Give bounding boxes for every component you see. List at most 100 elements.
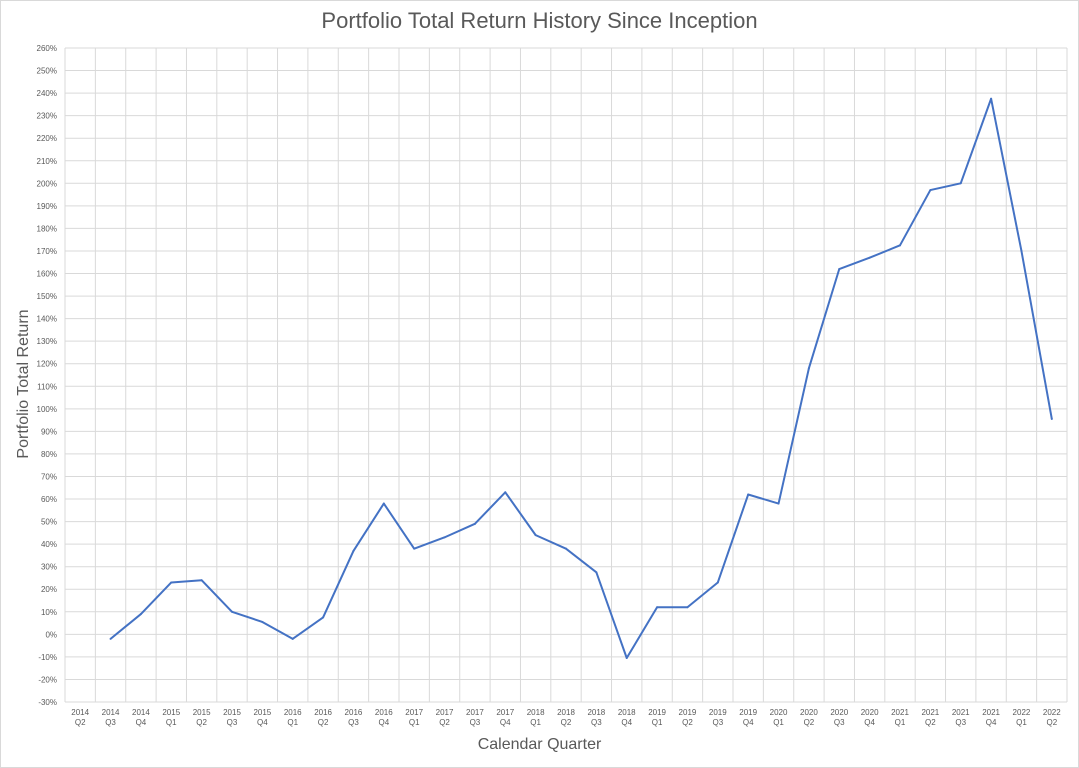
y-tick-label: 120% (37, 360, 57, 369)
y-tick-label: 260% (37, 44, 57, 53)
x-tick-label: 2018 Q1 (527, 708, 545, 727)
data-point (504, 491, 507, 494)
data-point (170, 581, 173, 584)
data-point (899, 244, 901, 247)
y-tick-label: 170% (37, 247, 57, 256)
x-tick-label: 2016 Q1 (284, 708, 302, 727)
data-point (959, 182, 962, 185)
data-point (139, 613, 142, 616)
x-tick-label: 2016 Q3 (345, 708, 363, 727)
y-tick-label: 220% (37, 134, 57, 143)
y-tick-label: 110% (37, 382, 57, 391)
x-tick-label: 2014 Q2 (71, 708, 89, 727)
x-tick-label: 2017 Q3 (466, 708, 484, 727)
x-tick-label: 2016 Q2 (314, 708, 332, 727)
y-tick-label: 20% (41, 585, 57, 594)
chart-title: Portfolio Total Return History Since Inc… (321, 8, 758, 33)
y-tick-label: 230% (37, 112, 57, 121)
y-tick-label: 240% (37, 89, 57, 98)
x-tick-label: 2017 Q1 (405, 708, 423, 727)
x-tick-label: 2016 Q4 (375, 708, 393, 727)
data-point (261, 620, 264, 623)
y-tick-label: 210% (37, 157, 57, 166)
data-point (838, 268, 841, 271)
series-line (109, 97, 1053, 660)
x-tick-label: 2021 Q3 (952, 708, 970, 727)
x-tick-label: 2017 Q4 (496, 708, 514, 727)
x-tick-label: 2014 Q4 (132, 708, 150, 727)
data-point (443, 536, 446, 539)
data-point (291, 637, 294, 640)
x-axis-title: Calendar Quarter (477, 736, 602, 753)
data-point (352, 549, 355, 552)
x-tick-label: 2015 Q2 (193, 708, 211, 727)
y-tick-label: 80% (41, 450, 57, 459)
data-point (565, 547, 567, 550)
series-portfolio-return (109, 97, 1053, 660)
x-tick-label: 2015 Q3 (223, 708, 241, 727)
data-point (413, 547, 416, 550)
data-point (109, 637, 112, 640)
y-tick-label: 60% (41, 495, 57, 504)
y-tick-label: 140% (37, 315, 57, 324)
y-tick-label: 160% (37, 270, 57, 279)
data-point (807, 367, 810, 370)
x-tick-label: 2015 Q4 (253, 708, 271, 727)
x-tick-label: 2020 Q3 (830, 708, 848, 727)
gridlines (64, 47, 1068, 703)
data-point (686, 606, 689, 609)
y-tick-label: -30% (38, 698, 57, 707)
data-point (322, 616, 325, 619)
x-tick-label: 2014 Q3 (102, 708, 120, 727)
y-tick-label: 180% (37, 224, 57, 233)
data-point (595, 571, 598, 574)
data-point (382, 502, 385, 505)
x-tick-label: 2020 Q1 (770, 708, 788, 727)
data-point (200, 579, 203, 582)
y-tick-label: -20% (38, 675, 57, 684)
y-axis-ticks: -30% -20% -10% 0% 10% 20% 30% 40% 50% 60% 70% 80% 90… (37, 44, 57, 707)
x-tick-label: 2019 Q3 (709, 708, 727, 727)
data-point (534, 534, 537, 537)
x-tick-label: 2020 Q4 (861, 708, 879, 727)
y-tick-label: -10% (38, 653, 57, 662)
y-tick-label: 100% (37, 405, 57, 414)
y-tick-label: 40% (41, 540, 57, 549)
x-tick-label: 2021 Q4 (982, 708, 1000, 727)
x-tick-label: 2018 Q3 (587, 708, 605, 727)
x-tick-label: 2019 Q2 (679, 708, 697, 727)
x-tick-label: 2018 Q4 (618, 708, 636, 727)
x-tick-label: 2021 Q1 (891, 708, 909, 727)
y-tick-label: 0% (45, 630, 57, 639)
y-tick-label: 130% (37, 337, 57, 346)
x-tick-label: 2017 Q2 (436, 708, 454, 727)
y-tick-label: 190% (37, 202, 57, 211)
data-point (716, 581, 719, 584)
y-tick-label: 50% (41, 518, 57, 527)
data-point (1020, 249, 1023, 252)
x-tick-label: 2019 Q4 (739, 708, 757, 727)
x-tick-label: 2020 Q2 (800, 708, 818, 727)
data-point (1050, 417, 1053, 420)
x-tick-label: 2021 Q2 (921, 708, 939, 727)
x-tick-label: 2018 Q2 (557, 708, 575, 727)
data-point (231, 610, 233, 613)
y-tick-label: 90% (41, 427, 57, 436)
data-point (747, 493, 750, 496)
data-point (990, 97, 993, 100)
y-tick-label: 10% (41, 608, 57, 617)
y-tick-label: 70% (41, 472, 57, 481)
data-point (777, 502, 780, 505)
data-point (929, 189, 932, 192)
x-axis-ticks: 2014 Q2 2014 Q3 2014 Q4 2015 Q1 2015 Q2 2015 Q3 2015… (71, 708, 1061, 727)
data-point (625, 657, 628, 660)
data-point (868, 256, 871, 259)
x-tick-label: 2019 Q1 (648, 708, 666, 727)
y-tick-label: 30% (41, 563, 57, 572)
x-tick-label: 2022 Q2 (1043, 708, 1061, 727)
y-tick-label: 250% (37, 67, 57, 76)
y-tick-label: 200% (37, 179, 57, 188)
data-point (656, 606, 659, 609)
